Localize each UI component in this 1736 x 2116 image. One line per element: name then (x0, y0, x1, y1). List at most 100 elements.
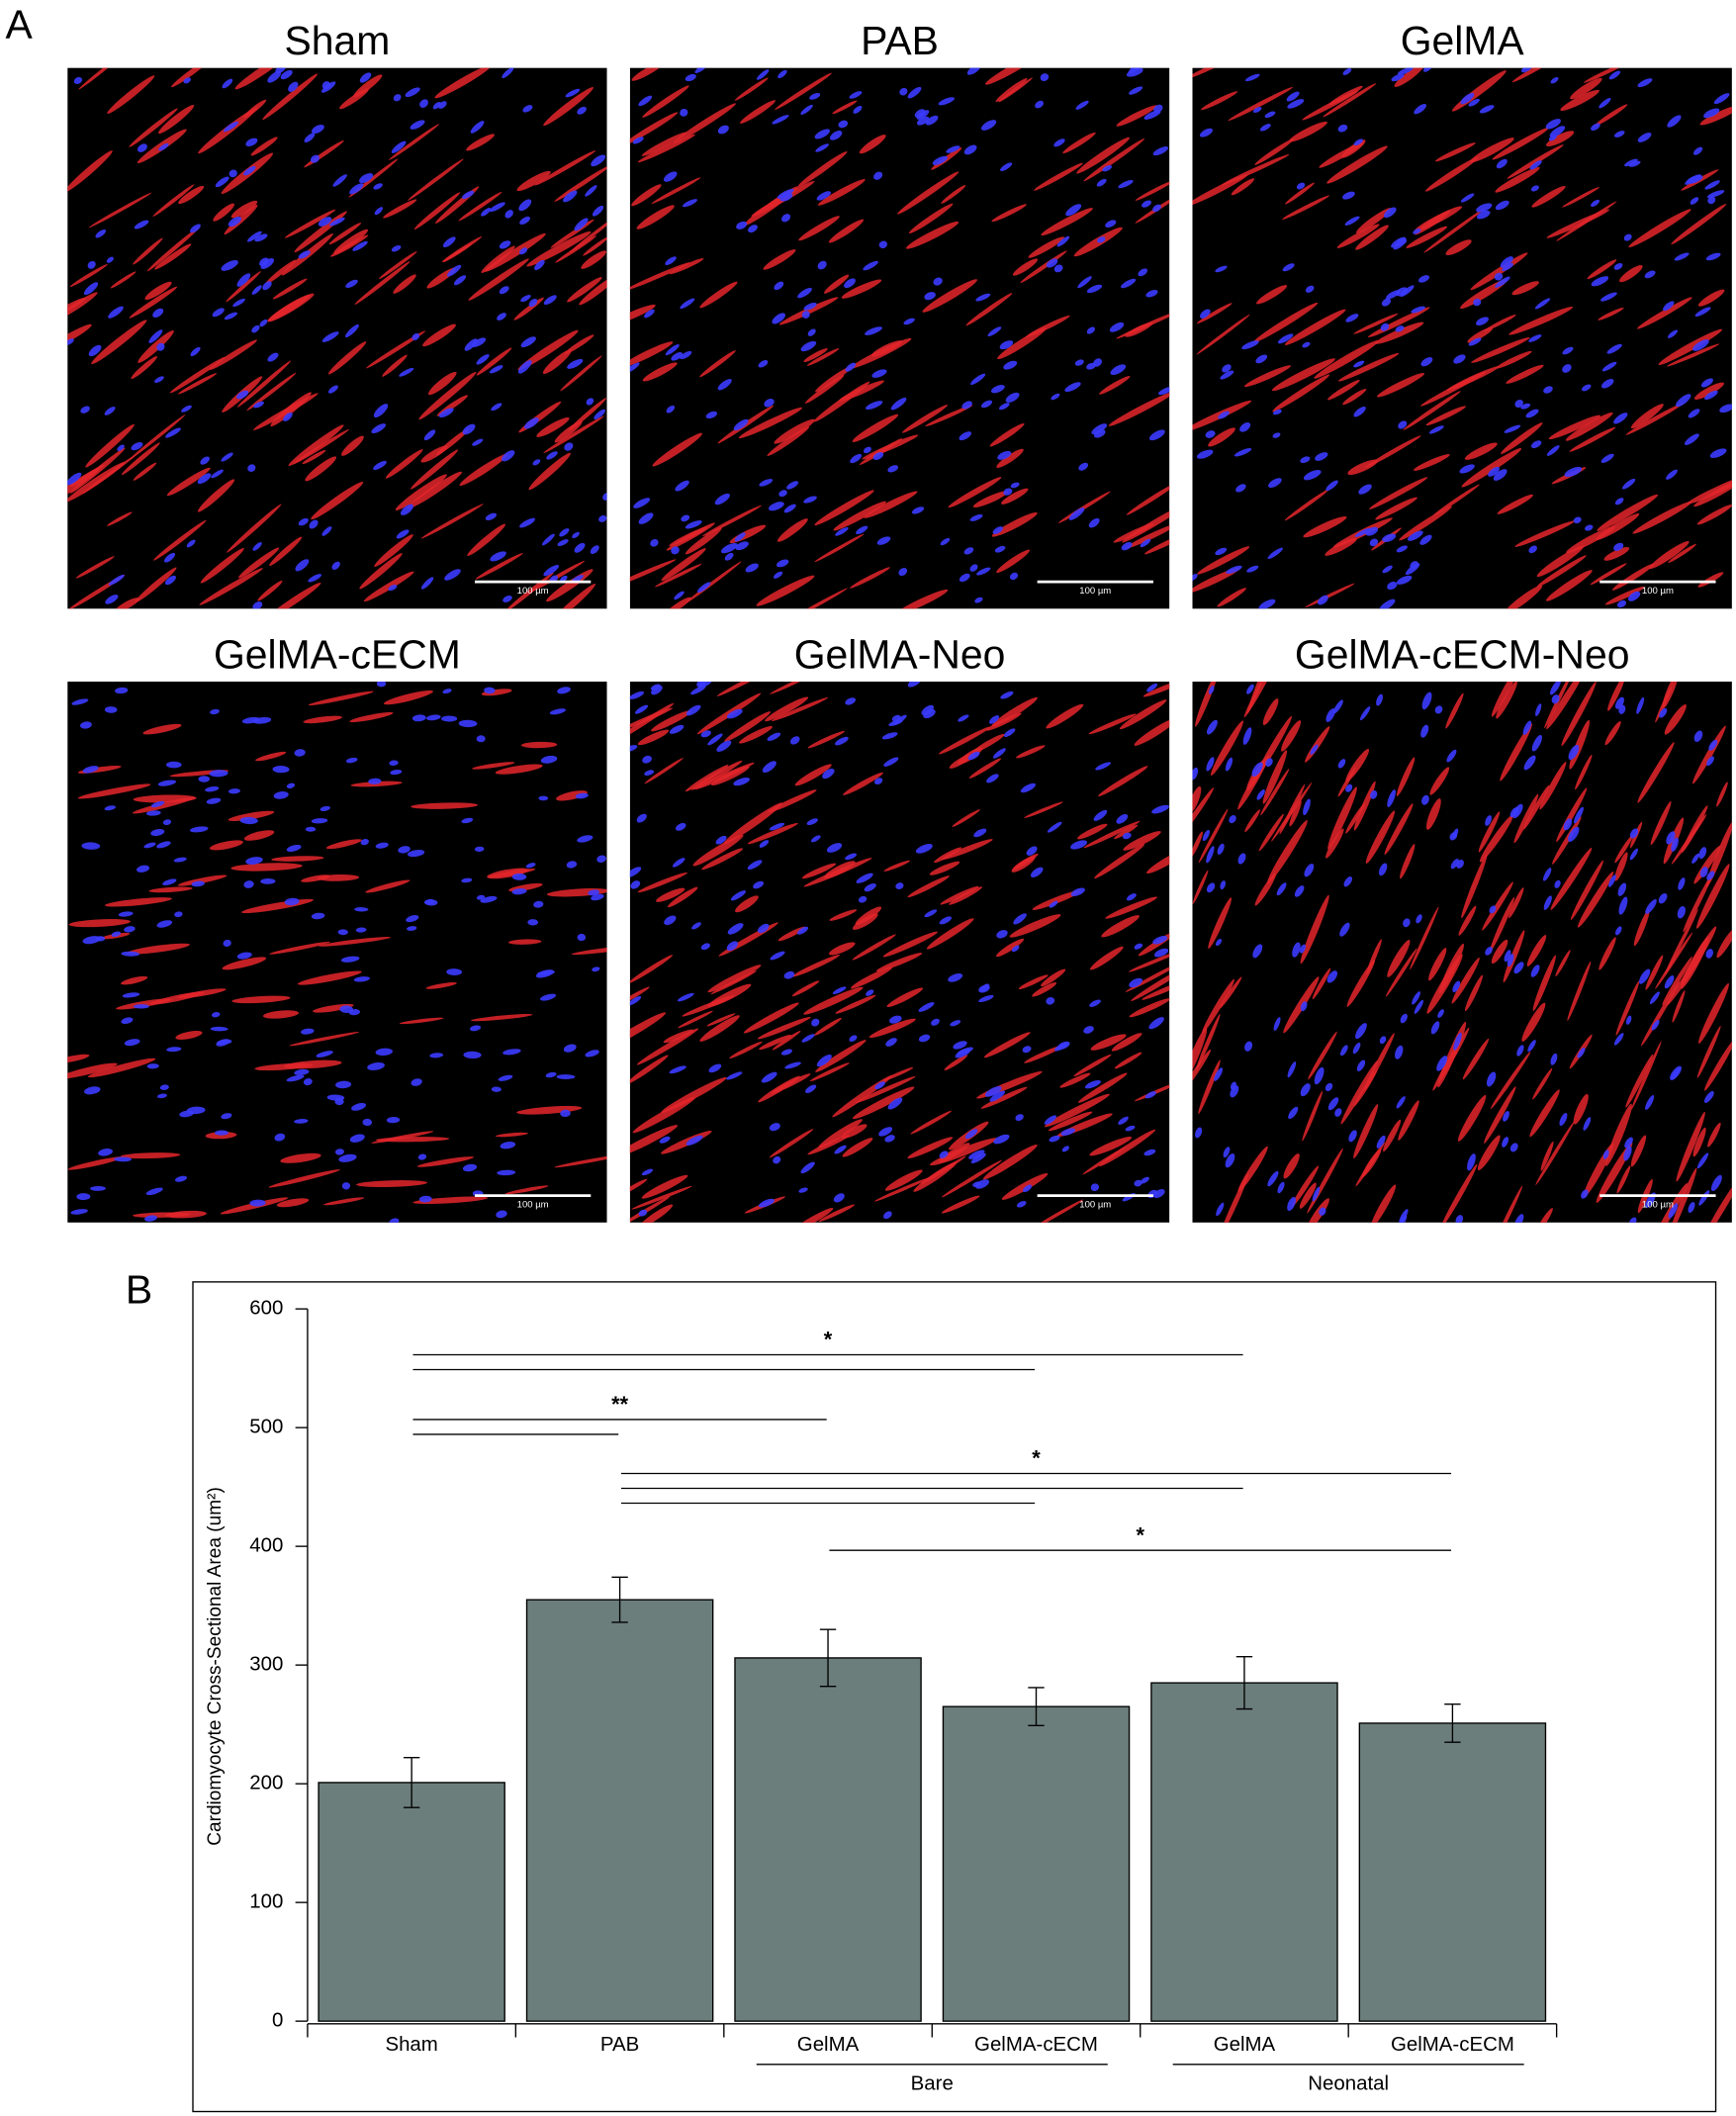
stain-blue (633, 498, 651, 508)
stain-blue (1684, 433, 1699, 445)
stain-blue (1122, 832, 1132, 840)
stain-blue (95, 936, 106, 942)
stain-blue (674, 591, 685, 600)
stain-blue (1468, 337, 1482, 346)
stain-blue (1651, 1020, 1660, 1031)
stain-blue (1251, 762, 1263, 777)
significance-label: * (824, 1328, 833, 1352)
stain-blue (1215, 265, 1228, 273)
stain-blue (461, 190, 475, 200)
stain-blue (175, 1175, 188, 1182)
stain-blue (730, 890, 746, 901)
stain-red (1059, 1072, 1091, 1088)
stain-red (385, 449, 423, 479)
bar (1358, 1722, 1547, 2022)
stain-blue (924, 292, 936, 301)
stain-blue (890, 397, 907, 411)
stain-red (1192, 870, 1209, 904)
stain-blue (1215, 547, 1228, 556)
stain-blue (500, 1142, 516, 1150)
stain-red (114, 598, 139, 609)
stain-blue (1704, 390, 1718, 401)
stain-blue (1452, 980, 1461, 993)
stain-red (1196, 1014, 1221, 1070)
image-title: GelMA-cECM-Neo (1295, 631, 1630, 677)
stain-blue (1065, 204, 1082, 217)
stain-red (710, 766, 750, 786)
stain-red (706, 1013, 736, 1027)
stain-blue (236, 390, 249, 400)
stain-blue (1666, 831, 1676, 845)
stain-red (68, 919, 132, 928)
stain-blue (157, 780, 177, 786)
stain-blue (472, 438, 484, 446)
stain-red (1630, 404, 1664, 429)
stain-red (794, 764, 832, 786)
stain-red (984, 67, 1041, 85)
stain-blue (1414, 999, 1423, 1014)
stain-red (1504, 585, 1543, 609)
stain-blue (1344, 216, 1360, 226)
stain-blue (351, 1102, 367, 1111)
stain-blue (503, 1049, 521, 1056)
stain-blue (517, 360, 532, 374)
stain-red (272, 278, 308, 300)
y-tick-label: 600 (249, 1297, 283, 1320)
stain-red (775, 72, 832, 110)
stain-red (1336, 224, 1380, 248)
stain-blue (1704, 180, 1720, 190)
stain-blue (496, 1210, 507, 1219)
stain-blue (1353, 138, 1363, 146)
stain-blue (1530, 965, 1540, 977)
stain-red (1693, 382, 1724, 400)
stain-red (1016, 745, 1046, 759)
stain-blue (912, 506, 925, 514)
stain-blue (90, 1186, 106, 1191)
stain-blue (596, 855, 606, 864)
stain-red (1192, 1027, 1208, 1086)
stain-blue (747, 860, 763, 871)
stain-blue (1534, 298, 1551, 310)
stain-blue (1396, 545, 1408, 553)
stain-blue (1709, 448, 1727, 458)
stain-red (263, 582, 321, 609)
stain-red (1114, 824, 1139, 840)
stain-red (1369, 477, 1428, 509)
stain-red (851, 337, 912, 369)
stain-blue (228, 788, 240, 794)
stain-blue (156, 920, 173, 928)
stain-blue (329, 217, 345, 227)
stain-red (250, 137, 278, 156)
stain-red (1695, 864, 1730, 929)
stain-blue (80, 406, 90, 414)
stain-red (699, 1015, 740, 1042)
stain-red (468, 258, 529, 301)
stain-red (1484, 1086, 1516, 1144)
stain-red (262, 1010, 300, 1019)
stain-blue (303, 1078, 313, 1086)
stain-blue (432, 102, 441, 110)
stain-blue (368, 778, 382, 784)
stain-blue (1252, 107, 1262, 113)
stain-red (1012, 258, 1039, 276)
stain-blue (499, 286, 509, 295)
stain-red (855, 906, 882, 926)
stain-red (636, 1028, 699, 1065)
stain-blue (735, 541, 749, 551)
stain-blue (1601, 361, 1617, 372)
stain-blue (777, 69, 787, 79)
stain-blue (873, 778, 883, 785)
stain-blue (1705, 252, 1721, 261)
stain-blue (354, 907, 369, 912)
stain-red (1523, 784, 1550, 830)
stain-red (1217, 588, 1246, 607)
stain-red (855, 1075, 916, 1104)
stain-blue (334, 1149, 344, 1155)
stain-red (1197, 303, 1233, 324)
stain-blue (915, 844, 933, 854)
stain-blue (1479, 105, 1495, 114)
stain-red (922, 279, 977, 313)
stain-blue (629, 362, 640, 374)
stain-blue (705, 411, 718, 419)
stain-blue (1157, 386, 1170, 396)
